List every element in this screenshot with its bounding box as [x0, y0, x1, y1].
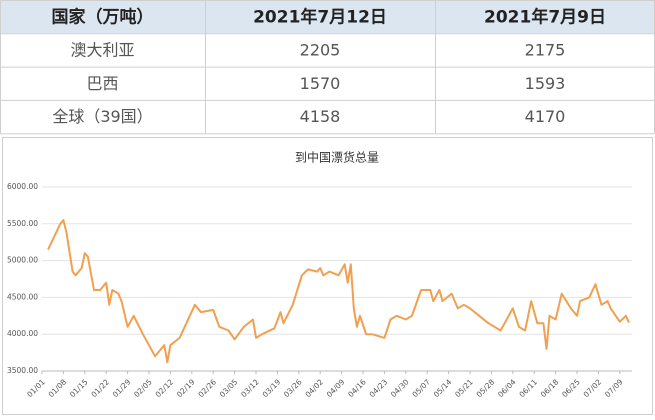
- table-cell: 全球（39国）: [52, 107, 152, 126]
- table-cell: 4158: [300, 107, 341, 126]
- table-header-cell: 2021年7月9日: [484, 7, 606, 28]
- y-tick-label: 5000.00: [7, 256, 38, 265]
- chart-title: 到中国漂货总量: [295, 150, 379, 165]
- table-cell: 1570: [300, 74, 341, 93]
- table-cell: 澳大利亚: [70, 40, 134, 59]
- table-cell: 4170: [525, 107, 566, 126]
- y-tick-label: 6000.00: [7, 182, 38, 191]
- table-cell: 1593: [525, 74, 566, 93]
- y-tick-label: 4500.00: [7, 292, 38, 301]
- y-tick-label: 3500.00: [7, 366, 38, 375]
- y-tick-label: 5500.00: [7, 219, 38, 228]
- table-cell: 2175: [525, 40, 566, 59]
- table-header-cell: 国家（万吨）: [52, 7, 154, 28]
- chart-frame: [2, 137, 653, 415]
- line: [47, 219, 630, 364]
- table-cell: 巴西: [86, 74, 118, 93]
- table-header-cell: 2021年7月12日: [253, 7, 387, 28]
- table-cell: 2205: [300, 40, 341, 59]
- table-header-bg: [0, 0, 655, 34]
- y-tick-label: 4000.00: [7, 329, 38, 338]
